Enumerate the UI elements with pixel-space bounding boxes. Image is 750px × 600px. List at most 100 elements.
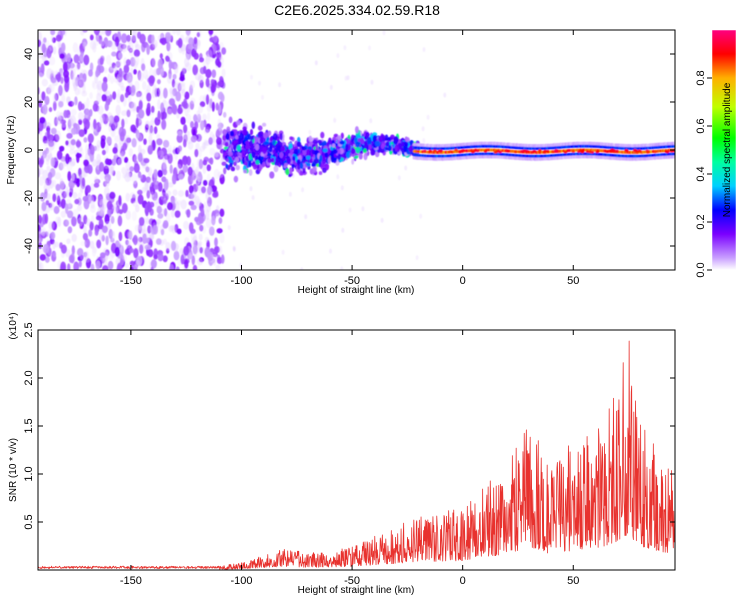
spectrogram-cell — [120, 33, 128, 44]
spectrogram-cell — [361, 206, 365, 212]
spectrogram-cell — [241, 156, 245, 165]
spectrogram-cell — [187, 140, 194, 150]
spectrogram-cell — [114, 135, 121, 143]
spectrogram-cell — [161, 111, 167, 120]
spectrogram-cell — [202, 113, 207, 121]
spectrogram-cell — [375, 140, 381, 147]
spectrogram-cell — [180, 254, 185, 265]
spectrogram-cell — [71, 233, 77, 243]
spectrogram-cell — [209, 226, 215, 236]
spectrogram-cell — [137, 152, 143, 163]
spectrogram-cell — [155, 238, 162, 245]
spectrogram-cell — [46, 68, 53, 80]
spectrogram-cell — [50, 127, 57, 135]
spectrogram-cell — [279, 132, 283, 141]
spectrogram-cell — [314, 60, 318, 66]
spectrogram-cell — [119, 131, 125, 142]
spectrogram-cell — [110, 216, 115, 224]
spectrogram-cell — [319, 154, 323, 163]
spectrogram-cell — [64, 203, 69, 214]
spectrogram-cell — [111, 206, 118, 214]
spectrogram-cell — [333, 117, 337, 123]
spectrogram-cell — [38, 237, 42, 244]
spectrogram-cell — [124, 263, 129, 269]
spectrogram-cell — [101, 30, 107, 35]
spectrogram-cell — [125, 210, 131, 221]
spectrogram-cell — [42, 154, 47, 161]
spectrogram-cell — [80, 240, 87, 246]
spectrogram-cell — [120, 151, 125, 162]
spectrogram-cell — [227, 151, 233, 157]
spectrogram-cell — [117, 142, 122, 153]
spectrogram-cell — [165, 56, 171, 62]
spectrogram-cell — [186, 209, 191, 218]
spectrogram-cell — [309, 157, 313, 164]
spectrogram-cell — [112, 91, 117, 100]
spectrogram-cell — [99, 114, 105, 123]
spectrogram-cell — [205, 68, 212, 79]
spectrogram-cell — [65, 249, 71, 258]
spectrogram-cell — [155, 219, 162, 225]
spectrogram-cell — [301, 146, 307, 151]
spectrogram-cell — [165, 32, 171, 40]
spectrogram-cell — [118, 195, 122, 206]
spectrogram-cell — [126, 172, 133, 182]
spectrogram-cell — [105, 144, 109, 154]
spectrogram-cell — [88, 153, 94, 163]
spectrogram-cell — [49, 202, 55, 211]
spectrogram-cell — [44, 213, 49, 224]
spectrogram-cell — [132, 200, 138, 208]
spectrogram-cell — [47, 84, 53, 95]
spectrogram-cell — [404, 165, 408, 171]
spectrogram-cell — [336, 53, 340, 59]
spectrogram-cell — [56, 110, 61, 120]
spectrogram-cell — [44, 256, 50, 263]
spectrogram-cell — [152, 83, 157, 95]
spectrogram-cell — [251, 195, 255, 201]
spectrogram-cell — [422, 138, 426, 143]
spectrogram-cell — [89, 108, 93, 117]
spectrogram-cell — [205, 209, 210, 221]
spectrogram-cell — [124, 117, 129, 125]
spectrogram-cell — [139, 244, 144, 254]
spectrogram-cell — [127, 240, 132, 246]
spectrogram-cell — [272, 149, 276, 155]
spectrogram-cell — [114, 246, 120, 257]
spectrogram-cell — [168, 59, 173, 70]
spectrogram-cell — [162, 220, 169, 229]
spectrogram-cell — [39, 59, 46, 67]
spectrogram-cell — [60, 261, 67, 270]
spectrogram-cell — [170, 89, 175, 99]
spectrogram-cell — [215, 264, 221, 270]
spectrogram-cell — [207, 185, 213, 196]
spectrogram-cell — [107, 73, 111, 82]
spectrogram-cell — [176, 164, 182, 174]
spectrogram-cell — [337, 135, 342, 141]
spectrogram-cell — [289, 167, 293, 175]
spectrogram-cell — [94, 35, 100, 46]
spectrogram-cell — [89, 92, 93, 100]
spectrogram-cell — [385, 141, 390, 147]
spectrogram-cell — [48, 107, 53, 113]
spectrogram-cell — [190, 97, 196, 105]
spectrogram-cell — [38, 167, 44, 175]
spectrogram-cell — [156, 205, 162, 214]
spectrogram-cell — [275, 157, 279, 164]
spectrogram-cell — [233, 161, 237, 167]
spectrogram-cell — [135, 259, 141, 269]
spectrogram-cell — [205, 217, 212, 229]
spectrogram-cell — [216, 137, 223, 146]
spectrogram-cell — [49, 178, 54, 189]
spectrogram-cell — [322, 167, 327, 173]
spectrogram-cell — [194, 72, 202, 81]
spectrogram-cell — [52, 251, 57, 258]
spectrogram-cell — [208, 30, 214, 35]
spectrogram-cell — [362, 148, 367, 154]
spectrogram-cell — [116, 170, 121, 181]
spectrogram-cell — [163, 180, 169, 191]
spectrogram-cell — [254, 143, 260, 151]
spectrogram-cell — [130, 67, 134, 75]
spectrogram-cell — [289, 148, 294, 156]
spectrogram-cell — [174, 210, 181, 218]
